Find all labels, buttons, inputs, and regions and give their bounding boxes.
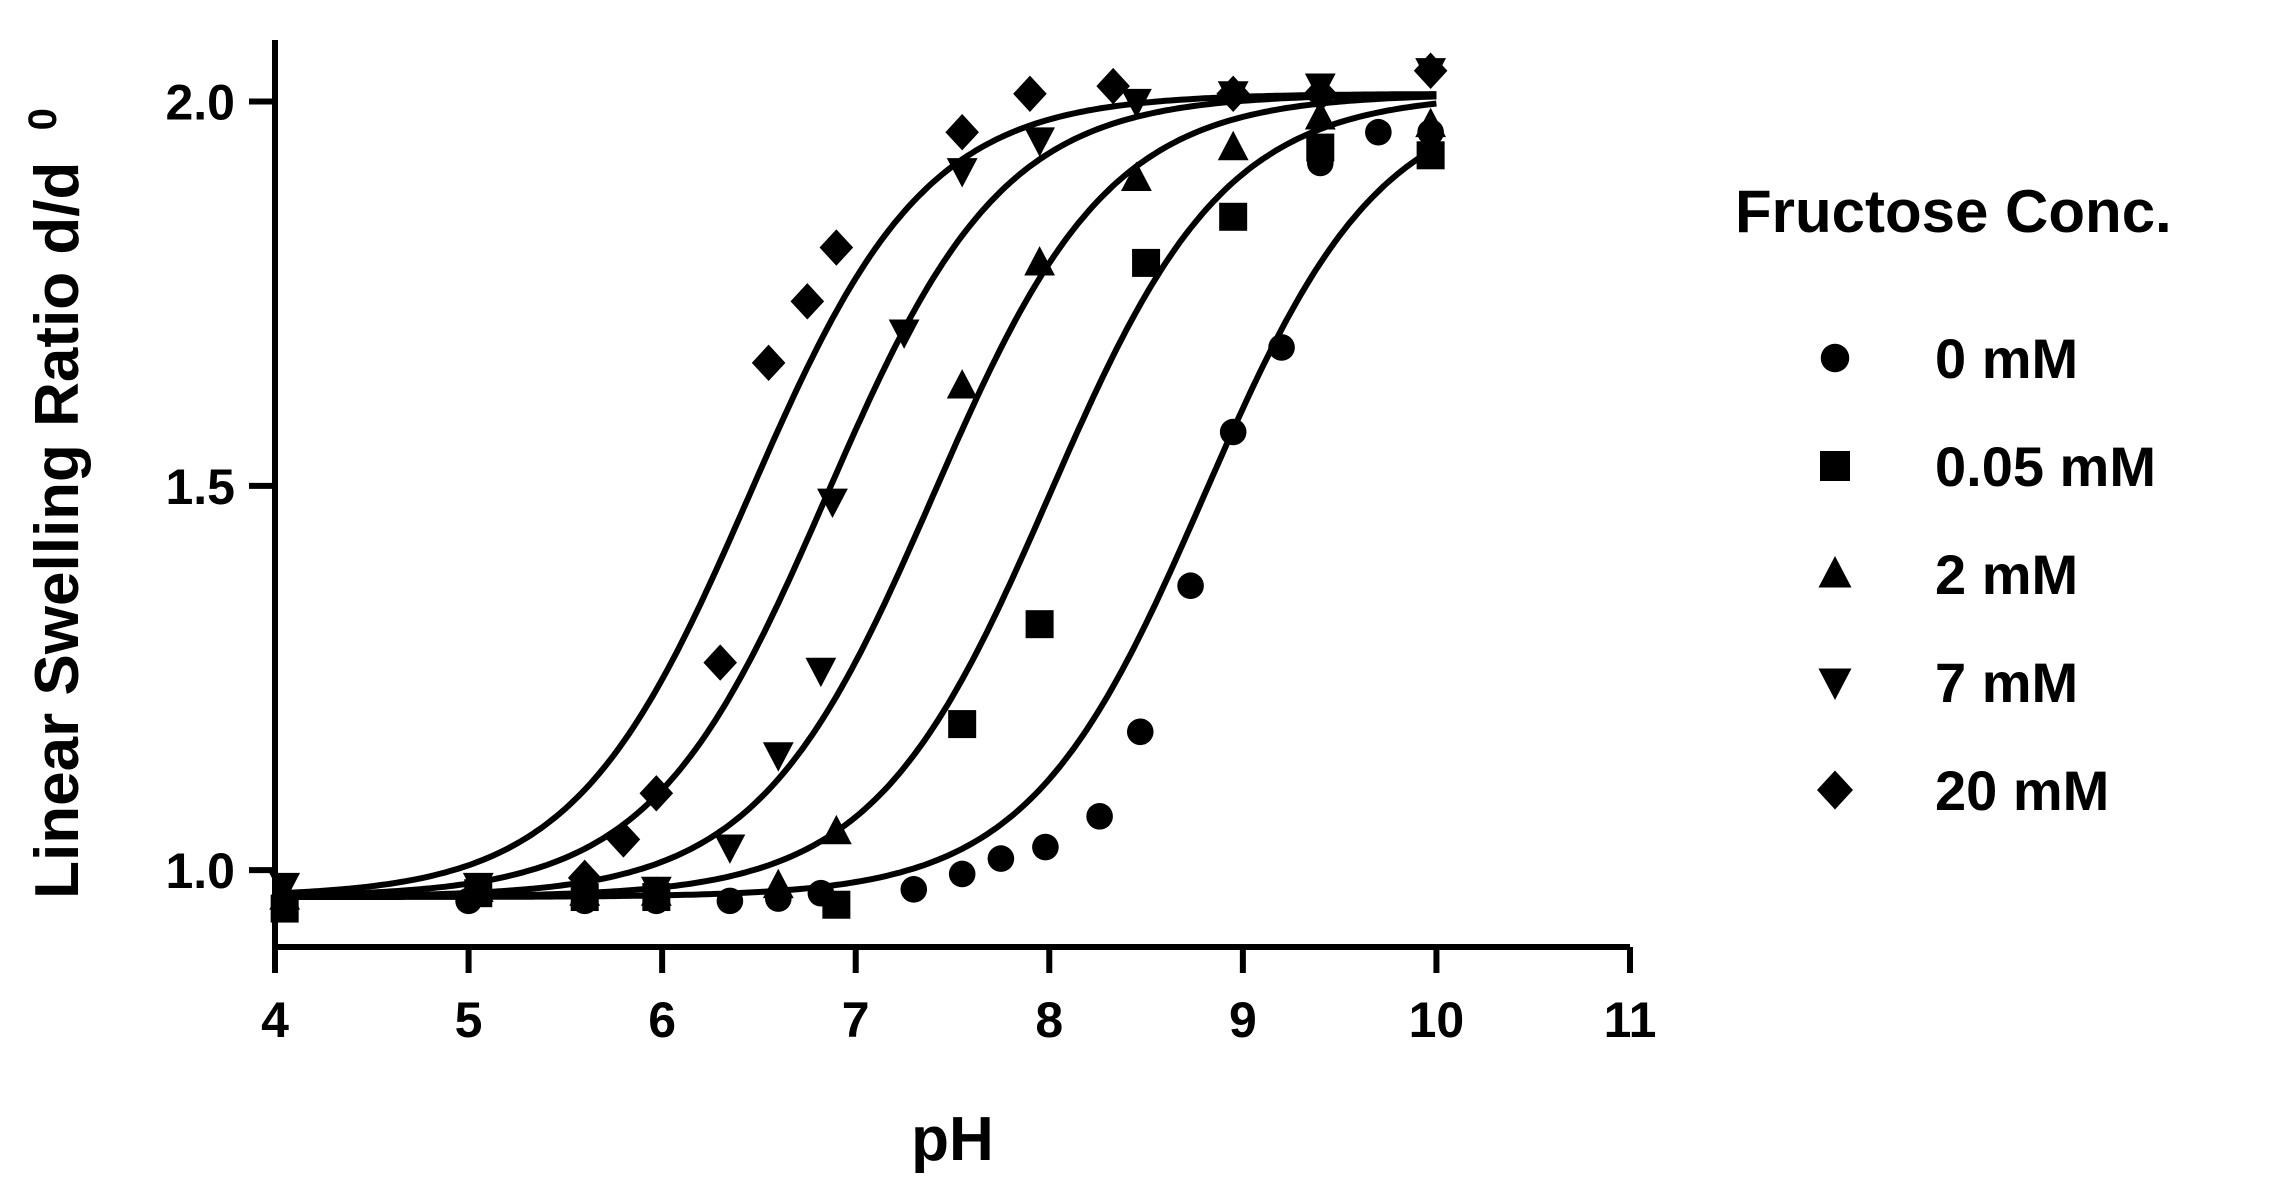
data-point (714, 834, 746, 864)
data-point (1024, 246, 1056, 276)
x-tick-label: 10 (1409, 992, 1465, 1048)
y-ticks: 1.0 1.5 2.0 (165, 74, 275, 899)
data-point (1217, 130, 1249, 161)
series-0-05-mm (270, 133, 1445, 923)
legend-marker-circle (1820, 343, 1850, 373)
legend-label: 7 mM (1935, 651, 2078, 714)
data-point (820, 814, 852, 845)
data-point (1304, 100, 1336, 130)
data-point (1216, 75, 1250, 113)
y-tick-label: 1.0 (165, 843, 235, 899)
data-point (822, 890, 851, 919)
data-point (946, 158, 978, 188)
series-7-mm (269, 58, 1447, 907)
series-20-mm (567, 52, 1448, 897)
fit-curve-0-05-mm (275, 100, 1437, 900)
data-point (639, 775, 674, 812)
legend-items: 0 mM 0.05 mM 2 mM 7 mM 20 mM (1817, 327, 2156, 822)
data-point (888, 319, 920, 349)
legend-marker-triangle-up (1818, 556, 1852, 588)
series-0-mm (271, 118, 1444, 915)
data-point (1219, 418, 1247, 446)
y-axis-title-subscript: 0 (21, 108, 65, 130)
x-axis-title: pH (911, 1105, 994, 1174)
data-point (1013, 75, 1047, 113)
data-point (1365, 118, 1392, 146)
data-point (805, 657, 837, 688)
legend: Fructose Conc. 0 mM 0.05 mM 2 mM 7 mM 20 mM (1735, 178, 2172, 822)
data-point (790, 283, 825, 320)
legend-label: 2 mM (1935, 543, 2078, 606)
data-point (1268, 334, 1295, 361)
data-point (640, 876, 672, 907)
legend-item: 20 mM (1817, 759, 2109, 822)
legend-label: 0.05 mM (1935, 435, 2156, 498)
data-point (1132, 248, 1161, 277)
data-point (716, 887, 744, 915)
data-point (1416, 141, 1445, 170)
data-point (819, 229, 854, 266)
data-point (1025, 610, 1054, 639)
data-point (462, 872, 494, 903)
fit-curve-20-mm (274, 91, 1437, 897)
data-point (762, 742, 794, 772)
data-point (1126, 718, 1154, 746)
data-point (751, 344, 786, 382)
data-point (1096, 67, 1130, 105)
x-tick-label: 4 (261, 992, 289, 1048)
legend-item: 2 mM (1818, 543, 2078, 606)
data-points (269, 52, 1448, 923)
data-point (1120, 88, 1152, 119)
data-point (900, 876, 928, 903)
fit-curves (274, 91, 1438, 900)
data-point (946, 369, 978, 399)
data-point (606, 821, 641, 858)
legend-marker-triangle-down (1818, 668, 1852, 700)
data-point (945, 114, 979, 151)
data-point (1177, 572, 1204, 600)
x-tick-label: 5 (455, 992, 483, 1048)
fit-curve-0-mm (275, 144, 1438, 900)
series-2-mm (269, 100, 1447, 910)
data-point (762, 868, 794, 899)
y-axis-title: Linear Swelling Ratio d/d 0 (21, 108, 92, 899)
x-ticks: 4 5 6 7 8 9 10 11 (261, 947, 1656, 1048)
data-point (703, 644, 738, 681)
data-point (1032, 833, 1059, 861)
legend-title: Fructose Conc. (1735, 178, 2172, 245)
legend-item: 7 mM (1818, 651, 2078, 714)
axes (272, 40, 1630, 950)
legend-marker-square (1820, 451, 1850, 481)
data-point (1219, 202, 1248, 231)
data-point (567, 859, 602, 897)
data-point (1306, 133, 1335, 162)
data-point (948, 710, 977, 739)
data-point (817, 488, 848, 518)
legend-item: 0.05 mM (1820, 435, 2156, 498)
legend-label: 0 mM (1935, 327, 2078, 390)
x-tick-label: 9 (1229, 992, 1257, 1048)
legend-label: 20 mM (1935, 759, 2109, 822)
data-point (1086, 803, 1113, 830)
x-tick-label: 7 (842, 992, 870, 1048)
y-tick-label: 1.5 (165, 459, 235, 515)
data-point (1120, 161, 1152, 191)
y-axis-title-main: Linear Swelling Ratio d/d (23, 162, 92, 899)
data-point (1303, 75, 1338, 113)
y-tick-label: 2.0 (165, 74, 235, 130)
data-point (987, 845, 1015, 872)
x-tick-label: 6 (648, 992, 676, 1048)
data-point (1413, 52, 1448, 89)
data-point (948, 860, 976, 888)
fit-curve-2-mm (275, 93, 1437, 900)
legend-marker-diamond (1817, 770, 1853, 810)
x-tick-label: 11 (1604, 992, 1657, 1048)
legend-item: 0 mM (1820, 327, 2078, 390)
data-point (269, 872, 301, 903)
x-tick-label: 8 (1035, 992, 1063, 1048)
data-point (1024, 127, 1056, 157)
data-point (1415, 107, 1447, 138)
fit-curve-7-mm (274, 91, 1437, 899)
